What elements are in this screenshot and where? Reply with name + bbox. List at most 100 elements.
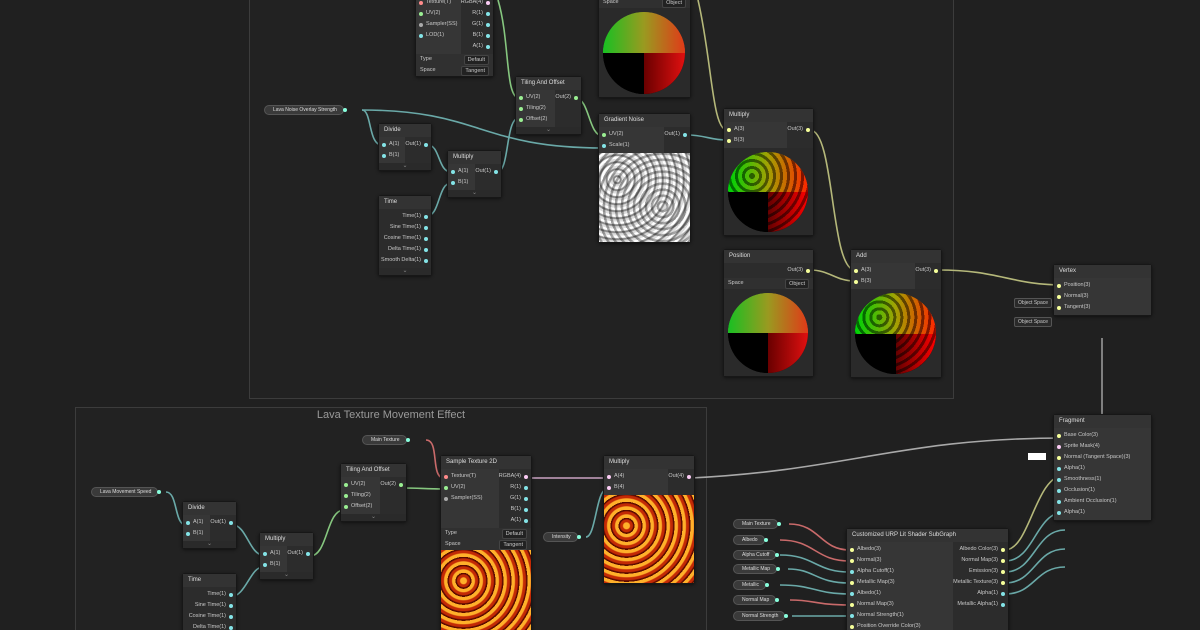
wire: [1004, 548, 1066, 584]
space-dropdown[interactable]: Object Space: [1014, 317, 1053, 327]
node-footer: ⌄: [183, 541, 236, 548]
node-preview: [724, 289, 813, 376]
port-label: Delta Time(1): [192, 624, 226, 630]
port-label: UV(2): [426, 10, 441, 16]
port-dot: [424, 247, 428, 252]
output-ports: RGBA(4) R(1) G(1) B(1) A(1): [498, 469, 531, 528]
output-port: Out(1): [287, 548, 313, 559]
port-dot: [424, 236, 428, 241]
output-port: Time(1): [379, 211, 431, 222]
field-dropdown[interactable]: Object: [662, 0, 686, 8]
output-port: Sine Time(1): [183, 600, 236, 611]
input-ports: A(1) B(1): [183, 515, 211, 541]
node-body: A(1) B(1) Out(1): [379, 137, 431, 163]
property-node: Lava Noise Overlay Strength: [264, 105, 347, 115]
port-dot: [574, 95, 578, 100]
node-body: UV(2) Tiling(2) Offset(2) Out(2): [341, 477, 406, 514]
output-port: Alpha(1): [953, 588, 1008, 599]
port-dot: [850, 624, 854, 629]
output-port: R(1): [461, 8, 493, 19]
output-port: A(1): [461, 41, 493, 52]
port-dot: [602, 143, 606, 148]
node-title: Time: [183, 574, 236, 587]
input-port: Offset(2): [516, 114, 555, 125]
field-dropdown[interactable]: Default: [501, 529, 527, 539]
input-port: UV(2): [599, 129, 664, 140]
field-label: Space: [603, 0, 619, 5]
node-footer: ⌄: [379, 163, 431, 170]
preview-texture: [855, 293, 936, 374]
port-label: Out(2): [380, 481, 396, 487]
field-label: Type: [420, 56, 432, 62]
input-port: Normal (Tangent Space)(3): [1054, 452, 1151, 463]
port-label: Time(1): [207, 591, 226, 597]
port-dot: [424, 225, 428, 230]
node-title: Sample Texture 2D: [441, 456, 531, 469]
port-label: B(1): [389, 152, 400, 158]
port-label: Occlusion(1): [1064, 487, 1095, 493]
input-port: Position Override Color(3): [847, 621, 953, 630]
input-ports: A(1) B(1): [260, 546, 288, 572]
node: Tiling And Offset UV(2) Tiling(2) Offset(2)…: [515, 76, 582, 135]
port-dot: [1057, 444, 1061, 449]
output-ports: Out(3): [915, 263, 941, 289]
output-port: Out(2): [555, 92, 581, 103]
input-port: UV(2): [416, 8, 461, 19]
node-title: Position: [724, 250, 813, 263]
port-label: Alpha(1): [1064, 509, 1085, 515]
node-field: Type Default: [416, 54, 493, 65]
port-dot: [382, 142, 386, 147]
field-dropdown[interactable]: Tangent: [461, 66, 489, 76]
port-label: Out(2): [555, 94, 571, 100]
field-dropdown[interactable]: Object: [785, 279, 809, 289]
port-label: B(1): [472, 32, 483, 38]
output-port: Emission(3): [953, 566, 1008, 577]
port-dot: [399, 482, 403, 487]
property-node: Main Texture: [733, 519, 781, 529]
node-field: Space Object: [599, 0, 690, 8]
port-dot: [1057, 499, 1061, 504]
input-ports: Texture(T) UV(2) Sampler(SS): [441, 469, 499, 528]
port-dot: [607, 474, 611, 479]
input-ports: A(3) B(3): [724, 122, 788, 148]
node-body: Out(3): [724, 263, 813, 278]
node-title: Gradient Noise: [599, 114, 690, 127]
port-dot: [382, 153, 386, 158]
input-port: Alpha(1): [1054, 507, 1151, 518]
output-port: Out(1): [475, 166, 501, 177]
input-port: Albedo(1): [847, 588, 953, 599]
port-dot: [1057, 455, 1061, 460]
port-label: A(1): [510, 517, 521, 523]
port-label: A(1): [458, 168, 469, 174]
input-port: A(1): [260, 548, 287, 559]
output-port: Albedo Color(3): [953, 544, 1008, 555]
space-dropdown[interactable]: Object Space: [1014, 298, 1053, 308]
port-dot: [486, 44, 490, 49]
node: Texture(T) UV(2) Sampler(SS) LOD(1) RGBA(4) R…: [415, 0, 494, 77]
port-label: Texture(T): [426, 0, 452, 5]
node-field: Space Tangent: [416, 65, 493, 76]
node: Fragment Base Color(3) Sprite Mask(4) Norma…: [1053, 414, 1152, 521]
port-dot: [602, 132, 606, 137]
port-dot: [1057, 488, 1061, 493]
port-label: Out(1): [210, 519, 226, 525]
node-preview: [599, 153, 690, 242]
node-preview: [851, 289, 941, 377]
preview-sphere: [603, 12, 685, 94]
field-dropdown[interactable]: Tangent: [499, 540, 527, 550]
port-label: Out(4): [668, 473, 684, 479]
port-dot: [344, 504, 348, 509]
port-dot: [486, 0, 490, 5]
output-ports: Albedo Color(3) Normal Map(3) Emission(3) M…: [953, 542, 1008, 630]
input-port: Alpha(1): [1054, 463, 1151, 474]
port-dot: [1057, 510, 1061, 515]
port-dot: [854, 268, 858, 273]
wire: [779, 539, 851, 562]
input-port: Albedo(3): [847, 544, 953, 555]
input-port: Tiling(2): [516, 103, 555, 114]
input-port: B(1): [260, 559, 287, 570]
field-dropdown[interactable]: Default: [463, 55, 489, 65]
port-dot: [519, 95, 523, 100]
node-footer: ⌄: [448, 190, 501, 197]
input-port: B(3): [851, 276, 915, 287]
